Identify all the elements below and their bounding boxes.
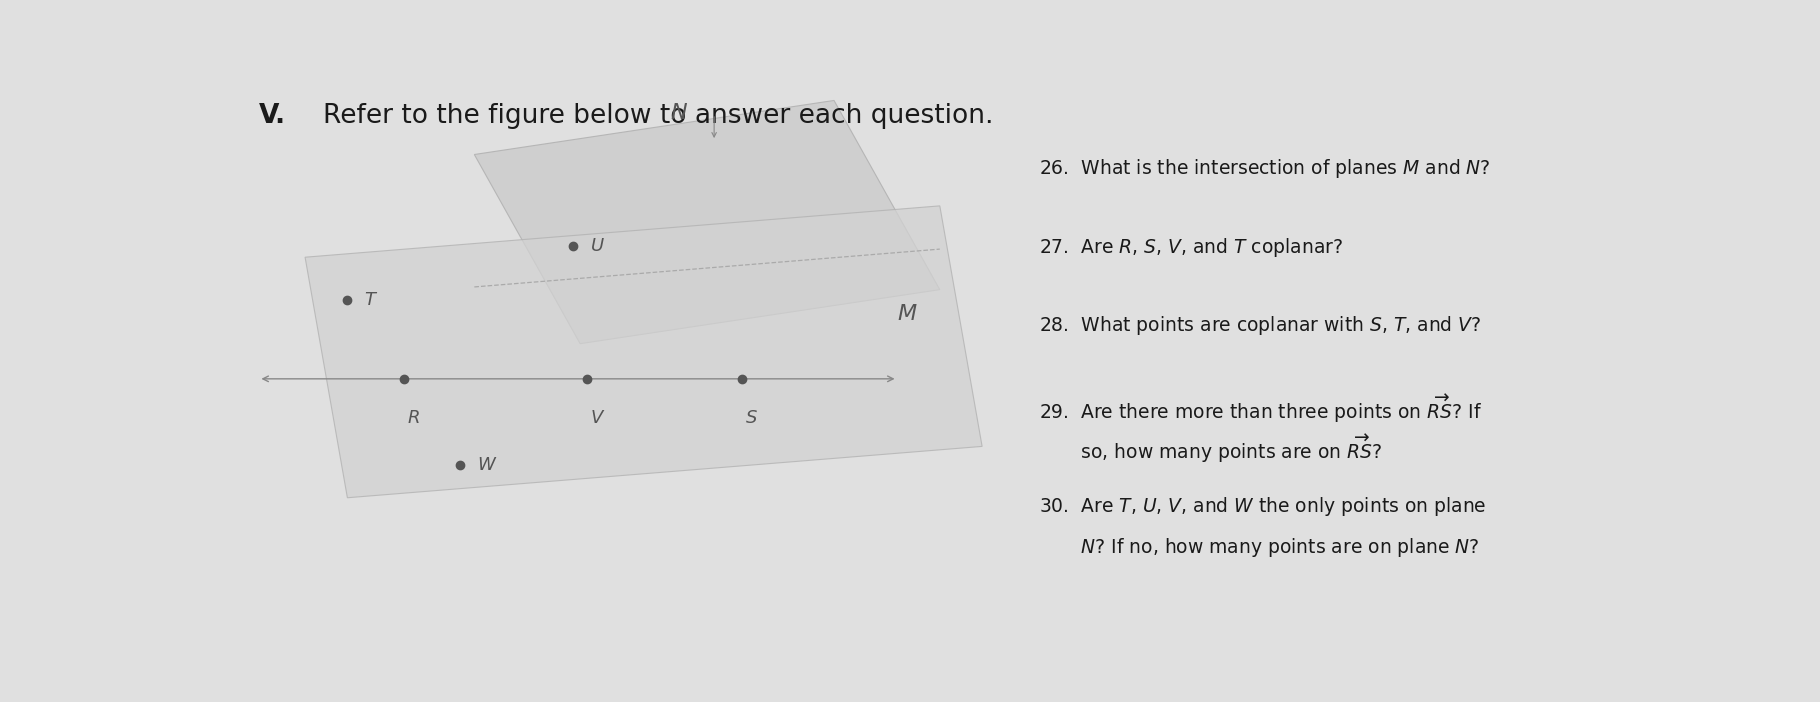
Text: $\mathit{R}$: $\mathit{R}$ (406, 409, 419, 427)
Text: $\mathit{T}$: $\mathit{T}$ (364, 291, 379, 310)
Text: 28.  What points are coplanar with $\mathit{S}$, $\mathit{T}$, and $\mathit{V}$?: 28. What points are coplanar with $\math… (1039, 314, 1481, 337)
Text: Refer to the figure below to answer each question.: Refer to the figure below to answer each… (324, 103, 994, 129)
Text: 27.  Are $\mathit{R}$, $\mathit{S}$, $\mathit{V}$, and $\mathit{T}$ coplanar?: 27. Are $\mathit{R}$, $\mathit{S}$, $\ma… (1039, 236, 1343, 258)
Text: $\mathit{M}$: $\mathit{M}$ (897, 304, 917, 324)
Text: 29.  Are there more than three points on $\overrightarrow{\mathit{RS}}$? If: 29. Are there more than three points on … (1039, 392, 1481, 425)
Text: V.: V. (258, 103, 286, 129)
Text: $\mathit{N}$? If no, how many points are on plane $\mathit{N}$?: $\mathit{N}$? If no, how many points are… (1039, 536, 1480, 559)
Polygon shape (475, 100, 939, 344)
Text: $\mathit{W}$: $\mathit{W}$ (477, 456, 497, 475)
Polygon shape (306, 206, 983, 498)
Text: $\mathit{V}$: $\mathit{V}$ (590, 409, 606, 427)
Text: $\mathit{N}$: $\mathit{N}$ (670, 103, 688, 123)
Text: so, how many points are on $\overrightarrow{\mathit{RS}}$?: so, how many points are on $\overrightar… (1039, 433, 1381, 465)
Text: $\mathit{S}$: $\mathit{S}$ (744, 409, 757, 427)
Text: $\mathit{U}$: $\mathit{U}$ (590, 237, 604, 256)
Text: 30.  Are $\mathit{T}$, $\mathit{U}$, $\mathit{V}$, and $\mathit{W}$ the only poi: 30. Are $\mathit{T}$, $\mathit{U}$, $\ma… (1039, 495, 1485, 518)
Text: 26.  What is the intersection of planes $\mathit{M}$ and $\mathit{N}$?: 26. What is the intersection of planes $… (1039, 157, 1491, 180)
